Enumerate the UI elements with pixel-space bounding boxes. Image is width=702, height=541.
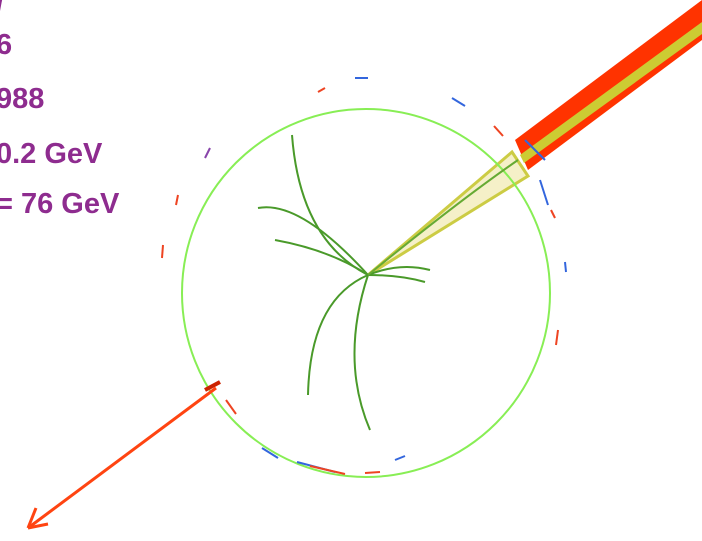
info-line: = 76 GeV <box>0 188 120 220</box>
event-display: / 6 988 0.2 GeV = 76 GeV <box>0 0 702 541</box>
info-line: 988 <box>0 83 44 115</box>
jet-core <box>520 22 702 163</box>
info-line: / <box>0 0 4 19</box>
arrow <box>28 382 220 528</box>
info-line: 6 <box>0 29 12 61</box>
info-line: 0.2 GeV <box>0 138 103 170</box>
